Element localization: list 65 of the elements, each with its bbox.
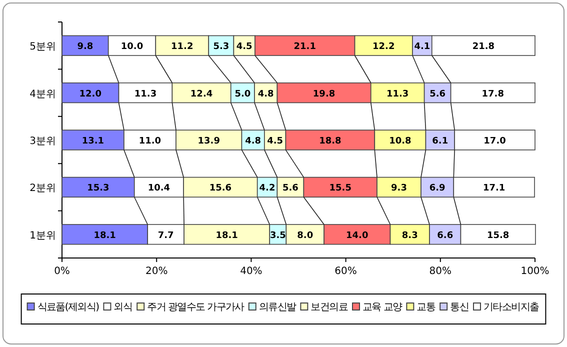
data-label: 10.4 xyxy=(148,184,170,194)
data-label: 6.9 xyxy=(429,184,446,194)
data-label: 10.8 xyxy=(389,136,412,146)
data-label: 10.0 xyxy=(120,42,144,52)
data-label: 5.3 xyxy=(213,42,230,52)
data-label: 9.3 xyxy=(391,184,407,194)
data-label: 8.3 xyxy=(402,230,418,241)
data-label: 3.5 xyxy=(270,230,286,241)
data-label: 14.0 xyxy=(346,230,368,241)
data-label: 12.0 xyxy=(79,89,102,100)
data-label: 8.0 xyxy=(297,230,314,241)
x-tick-label: 100% xyxy=(520,266,550,277)
data-label: 15.3 xyxy=(87,184,110,194)
data-label: 4.1 xyxy=(414,42,430,52)
legend-label: 기타소비지출 xyxy=(484,302,540,313)
data-label: 5.0 xyxy=(234,89,251,100)
data-label: 15.6 xyxy=(209,184,232,194)
data-label: 12.4 xyxy=(190,89,213,100)
data-label: 6.1 xyxy=(432,136,448,146)
data-label: 21.1 xyxy=(294,42,316,52)
data-label: 18.1 xyxy=(94,230,116,241)
data-label: 11.0 xyxy=(138,136,162,146)
legend-label: 주거 광열수도 가구가사 xyxy=(147,302,245,313)
data-label: 4.8 xyxy=(258,89,274,100)
data-label: 17.0 xyxy=(484,136,506,146)
data-label: 15.5 xyxy=(329,184,352,194)
data-label: 12.2 xyxy=(372,42,395,52)
y-tick-label: 3분위 xyxy=(30,136,56,147)
data-label: 17.8 xyxy=(482,89,504,100)
data-label: 11.3 xyxy=(134,89,157,100)
data-label: 17.1 xyxy=(482,184,506,194)
x-tick-label: 60% xyxy=(334,266,357,277)
data-label: 9.8 xyxy=(77,42,94,52)
y-tick-label: 4분위 xyxy=(30,88,56,100)
legend-label: 외식 xyxy=(114,302,132,313)
data-label: 18.1 xyxy=(216,230,238,241)
legend-label: 식료품(제외식) xyxy=(37,302,100,313)
data-label: 11.3 xyxy=(386,89,409,100)
data-label: 5.6 xyxy=(282,184,298,194)
data-label: 4.5 xyxy=(267,136,284,146)
data-label: 11.2 xyxy=(171,42,194,52)
data-label: 4.8 xyxy=(245,136,262,146)
y-tick-label: 5분위 xyxy=(30,42,56,53)
y-tick-label: 2분위 xyxy=(30,183,56,194)
x-tick-label: 40% xyxy=(240,266,262,277)
y-tick-label: 1분위 xyxy=(30,230,56,242)
data-label: 15.8 xyxy=(486,230,510,241)
x-tick-label: 0% xyxy=(54,266,70,277)
legend-label: 교육 교양 xyxy=(362,302,402,313)
data-label: 18.8 xyxy=(319,136,342,146)
data-label: 13.1 xyxy=(82,136,104,146)
data-label: 4.5 xyxy=(236,42,252,52)
x-tick-label: 80% xyxy=(429,266,452,277)
data-label: 21.8 xyxy=(472,42,495,52)
data-label: 4.2 xyxy=(259,184,276,194)
legend-label: 교통 xyxy=(416,302,436,313)
data-label: 6.6 xyxy=(437,230,454,241)
legend-label: 보건의료 xyxy=(310,302,348,313)
data-label: 7.7 xyxy=(158,230,174,241)
data-label: 13.9 xyxy=(198,136,220,146)
x-tick-label: 20% xyxy=(145,266,168,277)
data-label: 19.8 xyxy=(312,89,336,100)
legend-label: 통신 xyxy=(450,302,468,313)
data-label: 5.6 xyxy=(430,89,446,100)
legend-label: 의류신발 xyxy=(258,302,296,313)
